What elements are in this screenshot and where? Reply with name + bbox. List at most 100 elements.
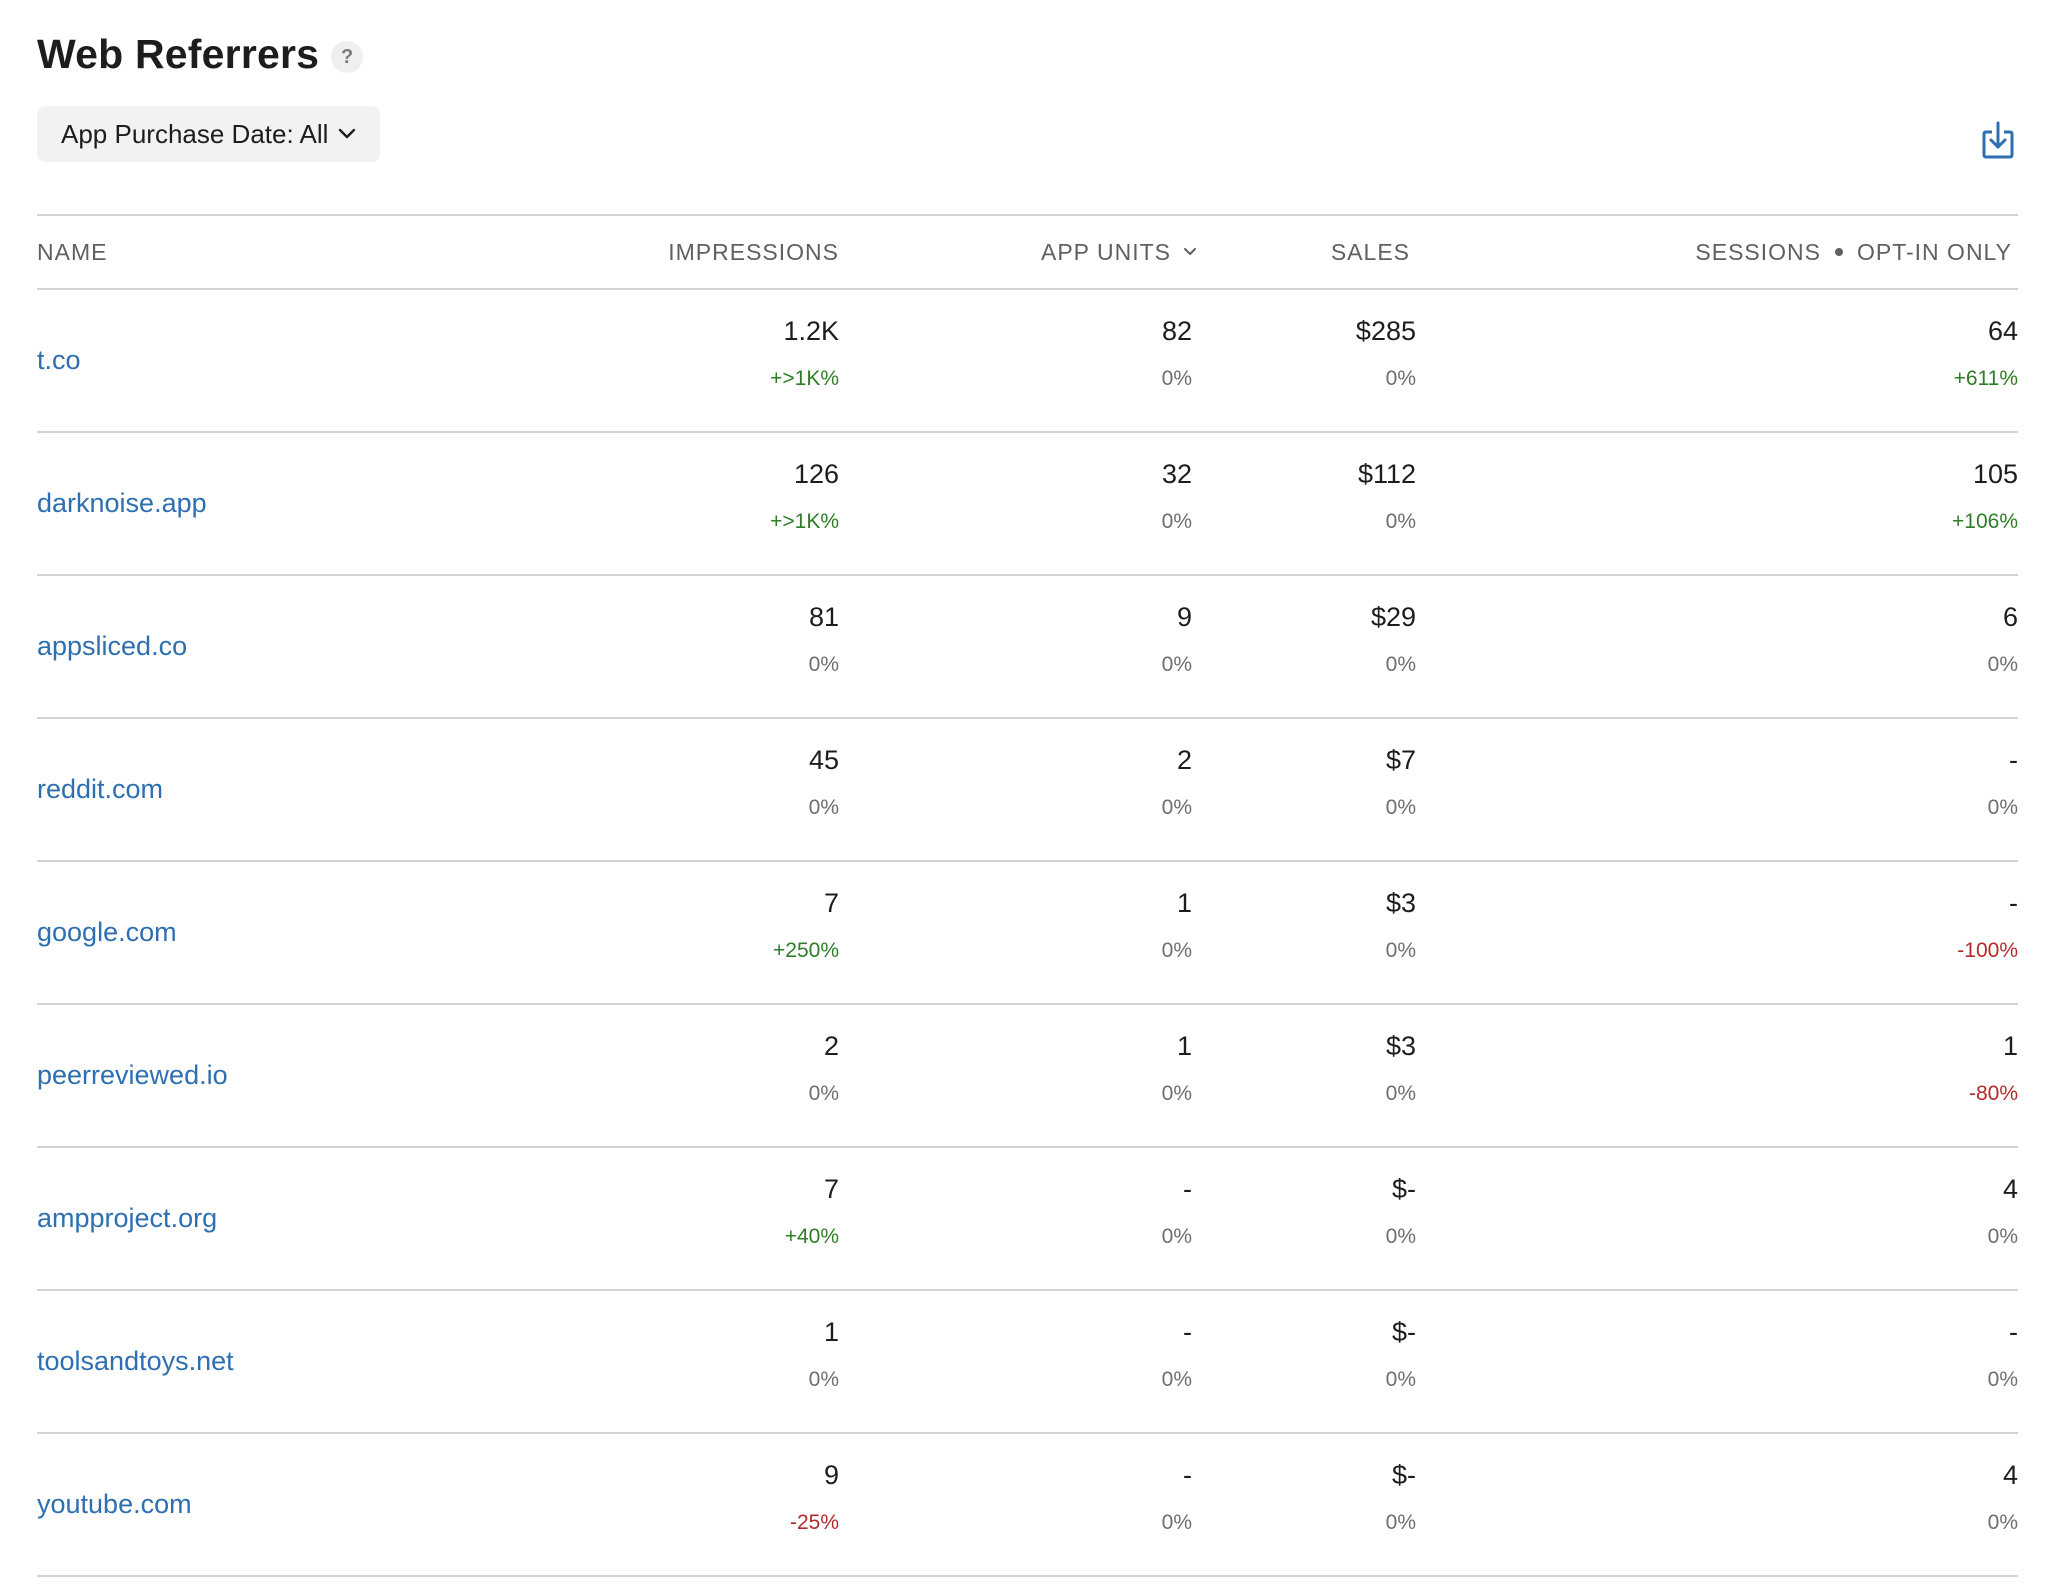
table-row[interactable]: appsliced.co 81 0% 9 0% $29 0% 6 0% <box>37 576 2018 719</box>
app-units-change: 0% <box>1161 653 1192 676</box>
dot-separator <box>1835 248 1843 256</box>
cell-app-units: 1 0% <box>37 862 1192 1003</box>
column-header-sessions[interactable]: SESSIONS OPT-IN ONLY <box>1695 238 2012 265</box>
referrer-link[interactable]: appsliced.co <box>37 631 188 661</box>
referrer-link[interactable]: google.com <box>37 917 177 947</box>
app-purchase-date-filter[interactable]: App Purchase Date: All <box>37 106 381 162</box>
table-row[interactable]: google.com 7 +250% 1 0% $3 0% - -100% <box>37 862 2018 1005</box>
sales-value: $285 <box>1355 316 1416 346</box>
cell-app-units: 9 0% <box>37 576 1192 717</box>
app-units-change: 0% <box>1161 1368 1192 1391</box>
cell-app-units: 2 0% <box>37 719 1192 860</box>
table-row[interactable]: peerreviewed.io 2 0% 1 0% $3 0% 1 -80% <box>37 1005 2018 1148</box>
table-row[interactable]: ampproject.org 7 +40% - 0% $- 0% 4 0% <box>37 1148 2018 1291</box>
app-units-value: 1 <box>1176 888 1192 918</box>
impressions-value: 1.2K <box>783 316 839 346</box>
cell-sales: $285 0% <box>37 290 1416 431</box>
cell-impressions: 81 0% <box>37 576 839 717</box>
sessions-change: 0% <box>1987 1368 2018 1391</box>
column-header-impressions[interactable]: IMPRESSIONS <box>668 238 839 265</box>
app-units-change: 0% <box>1161 367 1192 390</box>
app-units-change: 0% <box>1161 1082 1192 1105</box>
impressions-change: 0% <box>808 1368 839 1391</box>
cell-sales: $3 0% <box>37 1005 1416 1146</box>
app-units-value: 9 <box>1176 602 1192 632</box>
referrer-link[interactable]: ampproject.org <box>37 1203 218 1233</box>
sales-change: 0% <box>1385 367 1416 390</box>
app-units-value: 82 <box>1161 316 1192 346</box>
sessions-change: +106% <box>1952 510 2018 533</box>
referrer-link[interactable]: t.co <box>37 345 81 375</box>
app-units-value: - <box>1183 1317 1192 1347</box>
sessions-value: 1 <box>2002 1031 2018 1061</box>
referrer-link[interactable]: peerreviewed.io <box>37 1060 228 1090</box>
cell-sessions: 4 0% <box>37 1148 2018 1289</box>
referrer-link[interactable]: darknoise.app <box>37 488 207 518</box>
table-body: t.co 1.2K +>1K% 82 0% $285 0% 64 +611% darknoise.… <box>37 290 2018 1577</box>
sessions-value: 64 <box>1987 316 2018 346</box>
impressions-value: 81 <box>808 602 839 632</box>
cell-app-units: 82 0% <box>37 290 1192 431</box>
impressions-change: 0% <box>808 653 839 676</box>
referrers-table: NAME IMPRESSIONS APP UNITS SALES SESSION… <box>37 214 2018 1577</box>
sales-change: 0% <box>1385 796 1416 819</box>
table-row[interactable]: reddit.com 45 0% 2 0% $7 0% - 0% <box>37 719 2018 862</box>
sessions-value: 4 <box>2002 1460 2018 1490</box>
sales-change: 0% <box>1385 510 1416 533</box>
cell-sales: $3 0% <box>37 862 1416 1003</box>
app-units-change: 0% <box>1161 510 1192 533</box>
cell-sessions: - -100% <box>37 862 2018 1003</box>
referrer-link[interactable]: reddit.com <box>37 774 164 804</box>
column-header-name[interactable]: NAME <box>37 238 108 265</box>
cell-sessions: 64 +611% <box>37 290 2018 431</box>
impressions-change: +40% <box>784 1225 839 1248</box>
impressions-change: 0% <box>808 796 839 819</box>
app-units-value: 32 <box>1161 459 1192 489</box>
cell-impressions: 9 -25% <box>37 1434 839 1575</box>
title-row: Web Referrers ? <box>37 28 364 80</box>
sales-value: $7 <box>1385 745 1416 775</box>
sessions-value: 6 <box>2002 602 2018 632</box>
impressions-value: 9 <box>823 1460 839 1490</box>
impressions-value: 7 <box>823 1174 839 1204</box>
download-icon[interactable] <box>1978 118 2018 162</box>
cell-impressions: 2 0% <box>37 1005 839 1146</box>
cell-sales: $- 0% <box>37 1148 1416 1289</box>
sales-value: $3 <box>1385 1031 1416 1061</box>
referrer-link[interactable]: toolsandtoys.net <box>37 1346 234 1376</box>
cell-impressions: 1 0% <box>37 1291 839 1432</box>
cell-app-units: - 0% <box>37 1291 1192 1432</box>
impressions-value: 45 <box>808 745 839 775</box>
impressions-change: +250% <box>773 939 839 962</box>
impressions-value: 126 <box>793 459 839 489</box>
sessions-change: -80% <box>1968 1082 2018 1105</box>
chevron-down-icon <box>338 128 356 140</box>
referrer-link[interactable]: youtube.com <box>37 1489 192 1519</box>
table-header: NAME IMPRESSIONS APP UNITS SALES SESSION… <box>37 216 2018 290</box>
table-row[interactable]: youtube.com 9 -25% - 0% $- 0% 4 0% <box>37 1434 2018 1577</box>
sales-change: 0% <box>1385 653 1416 676</box>
sessions-value: - <box>2009 1317 2018 1347</box>
cell-sessions: 105 +106% <box>37 433 2018 574</box>
cell-app-units: 32 0% <box>37 433 1192 574</box>
impressions-change: +>1K% <box>770 367 839 390</box>
cell-sales: $7 0% <box>37 719 1416 860</box>
table-row[interactable]: toolsandtoys.net 1 0% - 0% $- 0% - 0% <box>37 1291 2018 1434</box>
column-header-sales[interactable]: SALES <box>1330 238 1410 265</box>
table-row[interactable]: t.co 1.2K +>1K% 82 0% $285 0% 64 +611% <box>37 290 2018 433</box>
question-icon[interactable]: ? <box>331 41 364 73</box>
cell-sales: $- 0% <box>37 1434 1416 1575</box>
sales-value: $- <box>1391 1460 1416 1490</box>
column-header-app-units[interactable]: APP UNITS <box>37 216 1197 288</box>
app-units-change: 0% <box>1161 1511 1192 1534</box>
app-units-value: - <box>1183 1174 1192 1204</box>
sales-value: $- <box>1391 1317 1416 1347</box>
cell-impressions: 1.2K +>1K% <box>37 290 839 431</box>
table-row[interactable]: darknoise.app 126 +>1K% 32 0% $112 0% 105 +106% <box>37 433 2018 576</box>
sales-value: $3 <box>1385 888 1416 918</box>
impressions-change: -25% <box>789 1511 839 1534</box>
cell-sales: $- 0% <box>37 1291 1416 1432</box>
sessions-change: 0% <box>1987 653 2018 676</box>
sessions-value: - <box>2009 888 2018 918</box>
sessions-change: +611% <box>1953 367 2018 390</box>
